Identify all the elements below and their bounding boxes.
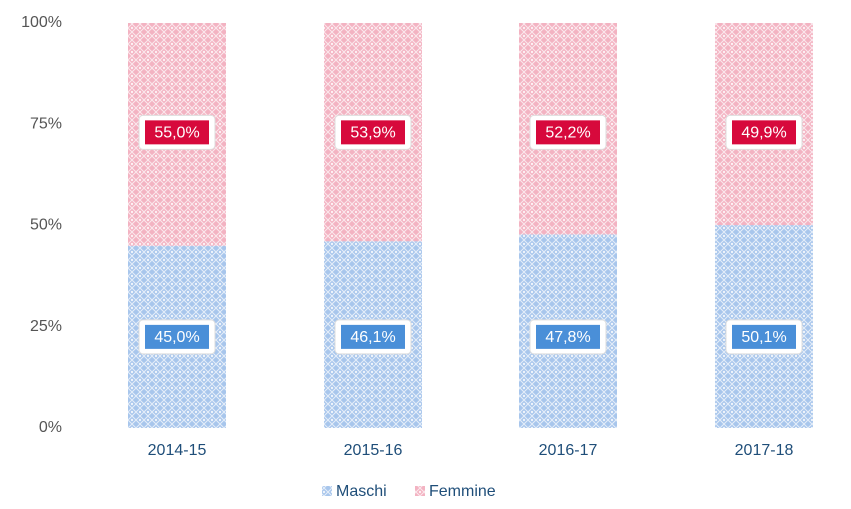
value-label-bg [536,120,600,145]
y-tick-label: 50% [30,217,62,234]
value-label: 46,1% [350,329,395,346]
value-label: 52,2% [545,125,590,142]
x-tick-label: 2016-17 [539,442,598,459]
x-tick-label: 2017-18 [735,442,794,459]
value-label: 53,9% [350,125,395,142]
y-tick-label: 25% [30,318,62,335]
value-label: 47,8% [545,329,590,346]
value-label-bg [536,324,600,349]
value-label-bg [341,120,405,145]
value-label: 45,0% [154,329,199,346]
value-label-bg [145,120,209,145]
y-tick-label: 75% [30,115,62,132]
legend-label: Maschi [336,483,387,500]
value-label-bg [732,324,796,349]
y-tick-label: 0% [39,419,62,436]
legend-swatch [415,486,425,496]
value-label-bg [341,324,405,349]
value-label: 55,0% [154,125,199,142]
x-tick-label: 2015-16 [344,442,403,459]
value-label: 49,9% [741,125,786,142]
y-tick-label: 100% [21,14,62,31]
value-label-bg [732,120,796,145]
value-label: 50,1% [741,329,786,346]
value-label-bg [145,324,209,349]
legend-swatch [322,486,332,496]
legend-label: Femmine [429,483,496,500]
x-tick-label: 2014-15 [148,442,207,459]
